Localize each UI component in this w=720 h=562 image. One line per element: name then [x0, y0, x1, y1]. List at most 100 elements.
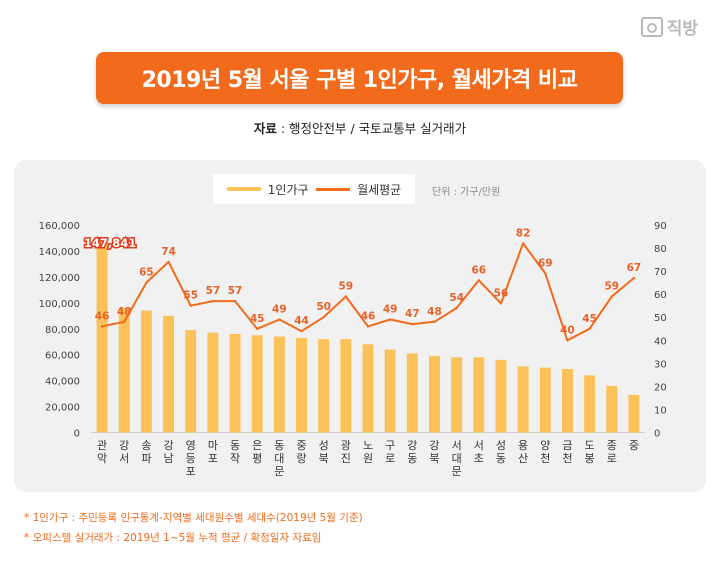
x-tick-label-12: 원 — [363, 452, 373, 465]
line-point-5 — [211, 299, 215, 303]
x-tick-label-8: 문 — [274, 465, 284, 478]
line-point-4 — [189, 304, 192, 307]
y-right-tick-label: 90 — [654, 221, 667, 232]
line-point-8 — [278, 318, 281, 321]
bar-21 — [561, 368, 573, 433]
bar-5 — [207, 332, 219, 433]
x-tick-label-21: 금 — [562, 439, 572, 452]
x-tick-label-16: 대 — [452, 452, 462, 465]
bar-8 — [273, 336, 285, 433]
x-tick-label-3: 강 — [163, 439, 173, 452]
x-tick-label-10: 북 — [319, 452, 329, 465]
line-point-9 — [300, 329, 303, 333]
line-value-label-23: 59 — [604, 280, 619, 292]
line-value-label-17: 66 — [471, 264, 486, 276]
line-point-7 — [256, 327, 259, 330]
line-point-12 — [366, 325, 370, 328]
x-tick-label-4: 포 — [186, 465, 196, 478]
line-value-label-21: 40 — [560, 324, 575, 336]
x-tick-label-22: 도 — [585, 439, 595, 452]
x-tick-label-20: 양 — [540, 439, 550, 452]
line-value-label-8: 49 — [272, 304, 287, 316]
line-value-label-5: 57 — [206, 285, 221, 297]
y-left-tick-label: 60,000 — [45, 351, 80, 362]
line-value-label-7: 45 — [250, 313, 265, 325]
line-point-16 — [455, 306, 458, 310]
line-value-label-11: 59 — [339, 280, 354, 292]
x-tick-label-15: 강 — [429, 439, 439, 452]
line-value-label-15: 48 — [427, 306, 442, 318]
line-point-17 — [477, 279, 480, 282]
line-point-14 — [411, 322, 414, 326]
line-point-3 — [167, 260, 170, 264]
bar-23 — [606, 385, 618, 433]
x-tick-label-15: 북 — [429, 452, 439, 465]
bar-6 — [229, 333, 241, 433]
y-left-tick-label: 100,000 — [39, 299, 80, 310]
x-tick-label-21: 천 — [562, 451, 572, 465]
bar-4 — [185, 330, 197, 433]
bar-highlight-label: 147,841 — [84, 236, 136, 250]
bar-7 — [251, 335, 263, 433]
line-point-10 — [322, 316, 325, 319]
footnote-1: * 1인가구 : 주민등록 인구통계-지역별 세대원수별 세대수(2019년 5… — [24, 512, 363, 524]
y-left-tick-label: 80,000 — [45, 325, 80, 336]
bar-14 — [406, 353, 418, 433]
footnote-2: * 오피스텔 실거래가 : 2019년 1~5월 누적 평균 / 확정일자 자료… — [24, 532, 322, 544]
y-left-tick-label: 140,000 — [39, 247, 80, 258]
x-tick-label-23: 종 — [607, 439, 617, 452]
x-tick-label-0: 관 — [97, 439, 107, 452]
x-tick-label-16: 문 — [452, 465, 462, 478]
line-value-label-24: 67 — [627, 262, 642, 274]
line-point-18 — [499, 302, 503, 305]
line-value-label-16: 54 — [449, 292, 464, 304]
x-tick-label-11: 진 — [341, 452, 351, 465]
line-value-label-0: 46 — [95, 310, 110, 322]
y-left-tick-label: 0 — [74, 429, 80, 440]
x-tick-label-9: 중 — [296, 439, 306, 452]
bar-12 — [362, 344, 374, 433]
line-value-label-22: 45 — [582, 313, 597, 325]
source-line: 자료 : 행정안전부 / 국토교통부 실거래가 — [0, 118, 720, 137]
line-value-label-13: 49 — [383, 304, 398, 316]
unit-label: 단위 : 가구/만원 — [432, 187, 501, 198]
x-tick-label-7: 평 — [252, 452, 262, 465]
x-tick-label-6: 동 — [230, 439, 240, 452]
bar-11 — [340, 339, 352, 433]
y-right-tick-label: 50 — [654, 313, 667, 324]
x-tick-label-16: 서 — [452, 439, 462, 452]
line-point-2 — [145, 281, 148, 284]
bar-22 — [584, 375, 596, 433]
x-tick-label-14: 동 — [407, 452, 417, 465]
x-tick-label-12: 노 — [363, 439, 373, 452]
line-point-19 — [521, 242, 525, 245]
x-tick-label-24: 중 — [629, 439, 639, 452]
x-tick-label-19: 산 — [518, 452, 528, 465]
legend-label-line: 월세평균 — [357, 182, 402, 197]
bar-3 — [163, 315, 175, 433]
line-value-label-18: 56 — [494, 287, 509, 299]
x-tick-label-19: 용 — [518, 439, 528, 452]
brand-name: 직방 — [666, 19, 698, 39]
x-tick-label-9: 랑 — [296, 452, 306, 465]
title-banner: 2019년 5월 서울 구별 1인가구, 월세가격 비교 — [96, 52, 623, 104]
x-tick-label-1: 강 — [119, 439, 129, 452]
line-value-label-20: 69 — [538, 257, 553, 269]
y-right-tick-label: 70 — [654, 267, 667, 278]
x-tick-label-11: 광 — [341, 439, 351, 452]
bar-2 — [140, 310, 152, 433]
y-right-tick-label: 10 — [654, 405, 667, 416]
bar-1 — [118, 308, 130, 433]
x-tick-label-5: 마 — [208, 439, 218, 452]
y-right-tick-label: 80 — [654, 244, 667, 255]
y-left-tick-label: 160,000 — [39, 221, 80, 232]
line-point-6 — [233, 299, 237, 303]
line-value-label-9: 44 — [294, 315, 309, 327]
line-point-1 — [123, 320, 126, 324]
x-tick-label-4: 영 — [186, 439, 196, 452]
x-tick-label-2: 파 — [141, 452, 151, 465]
bar-18 — [495, 359, 507, 433]
legend-swatch-line — [316, 187, 351, 191]
bar-19 — [517, 366, 529, 433]
